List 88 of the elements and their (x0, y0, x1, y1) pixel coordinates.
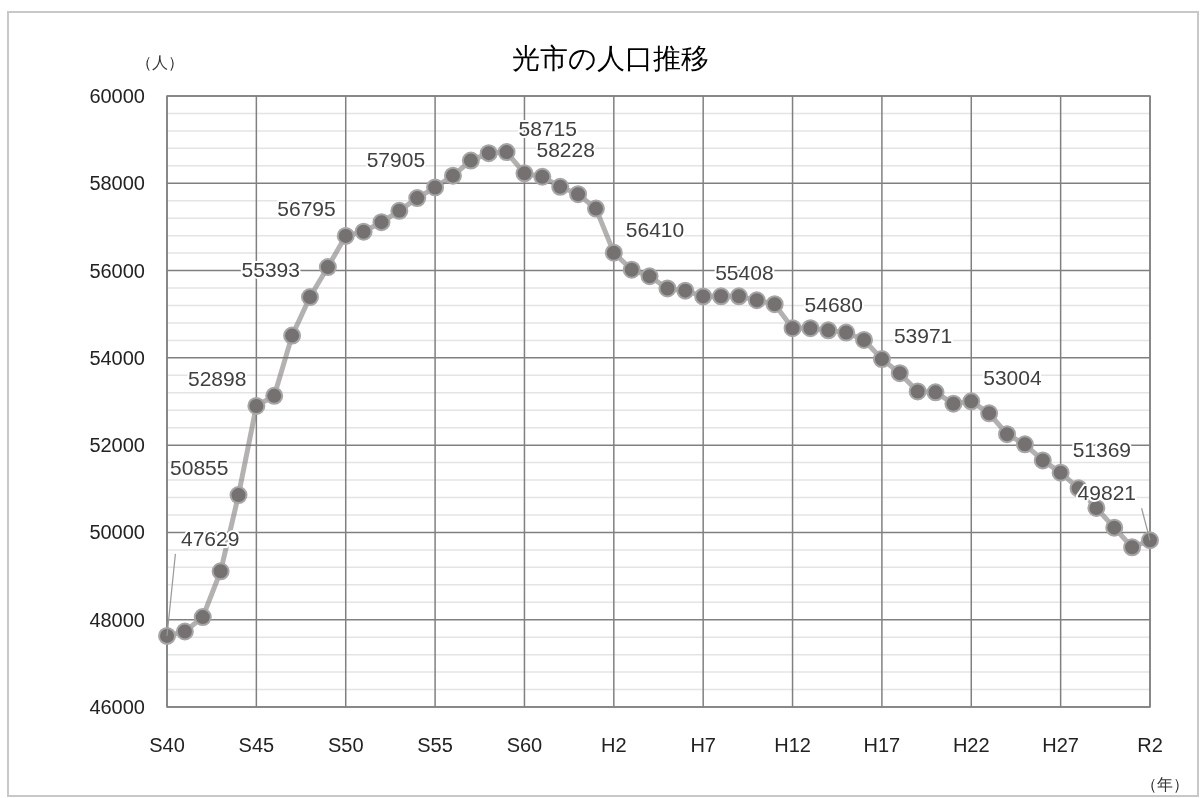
point (265, 386, 284, 405)
point (336, 226, 355, 245)
point (300, 288, 319, 307)
point (747, 291, 766, 310)
point (1015, 435, 1034, 454)
point (694, 287, 713, 306)
point (461, 151, 480, 170)
point (1033, 451, 1052, 470)
data-label: 52898 (187, 366, 247, 390)
point (569, 185, 588, 204)
point (586, 199, 605, 218)
x-axis-title: （年） (1141, 775, 1189, 794)
data-label: 50855 (170, 456, 229, 480)
point (962, 392, 981, 411)
point (604, 243, 623, 262)
y-tick-label: 60000 (89, 85, 145, 107)
x-tick-label: S50 (327, 734, 364, 756)
y-tick-label: 46000 (89, 696, 145, 718)
x-tick-label: H2 (601, 734, 627, 756)
point (712, 287, 731, 306)
x-tick-label: S55 (417, 734, 453, 756)
point (783, 319, 802, 338)
point (658, 279, 677, 298)
point (211, 562, 230, 581)
data-label: 47629 (181, 526, 240, 550)
x-tick-label: S45 (238, 734, 275, 756)
point (551, 177, 570, 196)
point (765, 295, 784, 314)
point (390, 201, 409, 220)
x-tick-label: H7 (690, 734, 716, 756)
point (175, 622, 194, 641)
y-axis-title: （人） (136, 53, 184, 72)
data-label: 56795 (277, 196, 336, 220)
point (283, 326, 302, 345)
x-tick-label: H17 (863, 734, 901, 756)
y-tick-label: 58000 (89, 172, 145, 195)
point (479, 144, 498, 163)
data-label: 54680 (804, 293, 863, 317)
point (729, 287, 748, 306)
x-tick-label: S60 (506, 734, 543, 756)
point (998, 425, 1017, 444)
point (229, 486, 248, 505)
point (158, 626, 176, 645)
data-label: 56410 (625, 217, 685, 241)
data-label: 58228 (536, 138, 595, 162)
point (1123, 538, 1142, 557)
point (944, 394, 963, 413)
point (872, 350, 891, 369)
point (497, 143, 516, 162)
point (837, 323, 856, 342)
point (855, 330, 874, 349)
point (926, 383, 945, 402)
x-tick-label: R2 (1137, 734, 1163, 756)
data-label: 53971 (893, 324, 953, 348)
point (908, 382, 927, 401)
point (819, 321, 838, 340)
point (426, 178, 445, 197)
chart-title: 光市の人口推移 (511, 42, 709, 75)
x-tick-label: H27 (1042, 734, 1079, 756)
point (318, 258, 337, 277)
point (676, 281, 695, 300)
point (515, 164, 534, 183)
point (408, 189, 427, 208)
y-tick-label: 48000 (89, 608, 145, 631)
point (354, 222, 373, 241)
point (640, 267, 659, 286)
data-label: 49821 (1077, 481, 1136, 505)
y-tick-label: 54000 (89, 346, 145, 369)
x-tick-label: H22 (952, 734, 990, 756)
point (1141, 531, 1159, 550)
y-tick-label: 50000 (89, 521, 145, 544)
point (890, 364, 909, 383)
point (372, 213, 391, 232)
y-tick-label: 56000 (89, 259, 145, 282)
data-label: 57905 (366, 148, 426, 172)
x-tick-label: S40 (149, 734, 185, 756)
data-label: 53004 (983, 366, 1042, 390)
point (1105, 518, 1124, 537)
point (443, 166, 462, 185)
point (247, 396, 266, 415)
x-tick-label: H12 (774, 734, 811, 756)
point (533, 167, 552, 186)
point (1051, 463, 1070, 482)
point (801, 319, 820, 338)
y-tick-label: 52000 (89, 434, 145, 457)
point (193, 608, 212, 627)
point (980, 404, 999, 423)
point (622, 260, 641, 279)
